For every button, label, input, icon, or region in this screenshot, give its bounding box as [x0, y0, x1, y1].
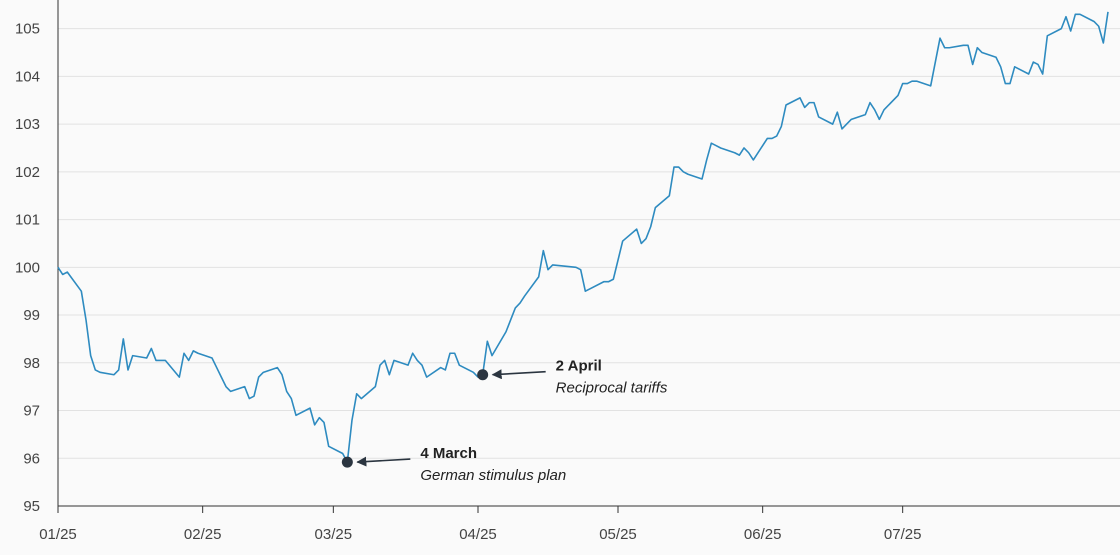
y-tick-label: 104 — [15, 68, 40, 85]
grid-lines — [58, 28, 1120, 459]
annotation-subtitle: German stimulus plan — [420, 467, 566, 484]
x-axis: 01/25 02/25 03/25 04/25 05/25 06/25 07/25 — [39, 505, 1120, 543]
x-tick-label: 02/25 — [184, 526, 222, 543]
x-tick-label: 05/25 — [599, 526, 637, 543]
y-tick-label: 103 — [15, 116, 40, 133]
y-tick-label: 95 — [23, 498, 40, 515]
annotation-arrow — [356, 456, 411, 467]
y-tick-label: 98 — [23, 355, 40, 372]
x-tick-label: 03/25 — [315, 526, 353, 543]
x-tick-label: 04/25 — [459, 526, 497, 543]
x-tick-label: 01/25 — [39, 526, 77, 543]
y-tick-label: 99 — [23, 307, 40, 324]
x-tick-label: 07/25 — [884, 526, 922, 543]
y-axis: 95 96 97 98 99 100 101 102 103 104 105 — [15, 0, 59, 515]
annotation-title: 4 March — [420, 445, 477, 462]
annotation-arrow — [491, 369, 546, 380]
annotation-marker — [341, 456, 353, 468]
annotation-subtitle: Reciprocal tariffs — [556, 380, 668, 397]
series-line — [57, 11, 1109, 463]
annotation-title: 2 April — [556, 358, 602, 375]
y-tick-label: 102 — [15, 164, 40, 181]
y-tick-label: 97 — [23, 403, 40, 420]
annotation-marker — [477, 369, 489, 381]
x-tick-label: 06/25 — [744, 526, 782, 543]
y-tick-label: 105 — [15, 21, 40, 38]
annotations: 2 April Reciprocal tariffs 4 March German s… — [341, 358, 668, 484]
y-tick-label: 100 — [15, 259, 40, 276]
y-tick-label: 96 — [23, 450, 40, 467]
y-tick-label: 101 — [15, 212, 40, 229]
